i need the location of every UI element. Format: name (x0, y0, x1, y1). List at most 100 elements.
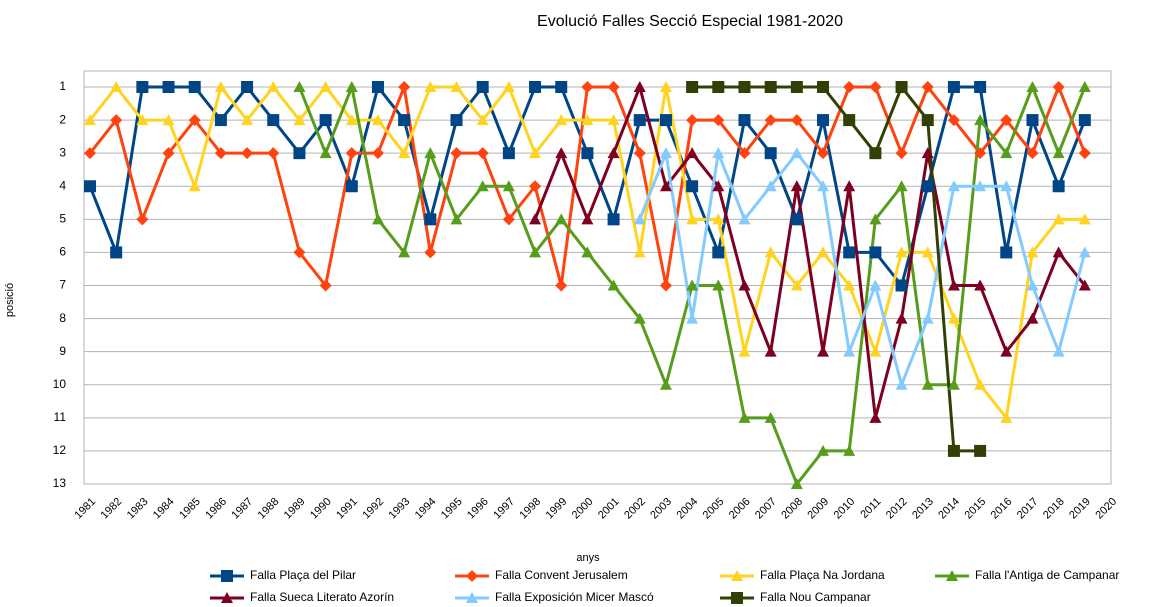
marker (555, 81, 568, 93)
marker (1000, 345, 1013, 357)
marker (659, 378, 672, 390)
marker (529, 246, 542, 258)
marker (1052, 81, 1065, 93)
legend-label: Falla Plaça del Pilar (250, 568, 356, 582)
legend-label: Falla Sueca Literato Azorín (250, 590, 394, 604)
marker (398, 246, 411, 258)
marker (555, 147, 568, 159)
marker (869, 246, 882, 259)
marker (555, 213, 568, 225)
marker (214, 81, 227, 92)
x-tick-label: 1982 (99, 496, 125, 522)
y-tick-label: 9 (59, 344, 66, 358)
marker (974, 180, 987, 192)
x-tick-label: 2016 (989, 496, 1015, 522)
marker (581, 81, 594, 93)
legend-marker (466, 592, 478, 603)
marker (764, 81, 777, 93)
marker (1026, 81, 1039, 92)
marker (502, 147, 515, 160)
x-tick-label: 1998 (517, 496, 543, 522)
marker (162, 81, 175, 93)
x-tick-label: 2007 (753, 496, 779, 522)
marker (581, 213, 594, 225)
marker (1026, 114, 1039, 127)
marker (607, 279, 620, 291)
marker (921, 312, 934, 324)
marker (1000, 114, 1013, 127)
x-tick-label: 1987 (229, 496, 255, 522)
marker (764, 345, 777, 357)
y-tick-label: 12 (53, 443, 67, 457)
x-tick-label: 1991 (334, 496, 360, 522)
x-tick-label: 2004 (675, 496, 701, 522)
marker (450, 213, 463, 225)
x-tick-label: 1996 (465, 496, 491, 522)
marker (947, 444, 960, 457)
x-tick-label: 1999 (544, 496, 570, 522)
marker (581, 246, 594, 258)
legend-item: Falla l'Antiga de Campanar (935, 568, 1119, 582)
x-tick-label: 1988 (256, 496, 282, 522)
x-tick-label: 2009 (805, 496, 831, 522)
marker (293, 81, 306, 92)
x-tick-label: 2018 (1041, 496, 1067, 522)
legend-label: Falla Exposición Micer Mascó (495, 590, 654, 604)
marker (686, 213, 699, 225)
marker (424, 246, 437, 259)
marker (529, 147, 542, 159)
marker (319, 114, 332, 127)
marker (398, 114, 411, 127)
marker (581, 114, 594, 126)
marker (686, 312, 699, 324)
marker (398, 147, 411, 159)
marker (371, 81, 384, 93)
marker (136, 114, 149, 126)
marker (450, 81, 463, 92)
marker (529, 81, 542, 93)
legend-item: Falla Exposición Micer Mascó (455, 590, 654, 604)
marker (162, 114, 175, 126)
marker (738, 114, 751, 127)
x-tick-label: 1992 (360, 496, 386, 522)
marker (1000, 180, 1013, 192)
x-tick-label: 2002 (622, 496, 648, 522)
legend-item: Falla Plaça del Pilar (210, 568, 356, 582)
marker (84, 114, 96, 126)
marker (947, 378, 960, 390)
x-tick-label: 1989 (282, 496, 308, 522)
marker (633, 147, 646, 160)
x-tick-label: 2008 (779, 496, 805, 522)
marker (712, 180, 725, 192)
marker (659, 147, 672, 159)
marker (869, 81, 882, 93)
marker (790, 81, 803, 93)
marker (790, 147, 803, 159)
marker (345, 81, 358, 92)
marker (712, 279, 725, 291)
marker (921, 378, 934, 390)
marker (607, 147, 620, 159)
marker (843, 114, 856, 127)
marker (738, 213, 751, 225)
marker (659, 279, 672, 292)
marker (1052, 246, 1065, 258)
legend-label: Falla Convent Jerusalem (495, 568, 628, 582)
marker (502, 81, 515, 92)
marker (1078, 213, 1091, 225)
marker (686, 180, 699, 193)
x-tick-label: 2012 (884, 496, 910, 522)
marker (895, 180, 908, 192)
legend-marker (221, 570, 233, 582)
marker (1026, 312, 1039, 324)
marker (974, 81, 987, 93)
marker (869, 411, 882, 423)
marker (974, 279, 987, 291)
marker (110, 246, 123, 259)
x-tick-label: 2011 (858, 496, 883, 521)
plot-frame (83, 70, 1112, 485)
marker (712, 246, 725, 259)
marker (293, 114, 306, 126)
marker (1000, 246, 1013, 259)
marker (974, 378, 987, 390)
